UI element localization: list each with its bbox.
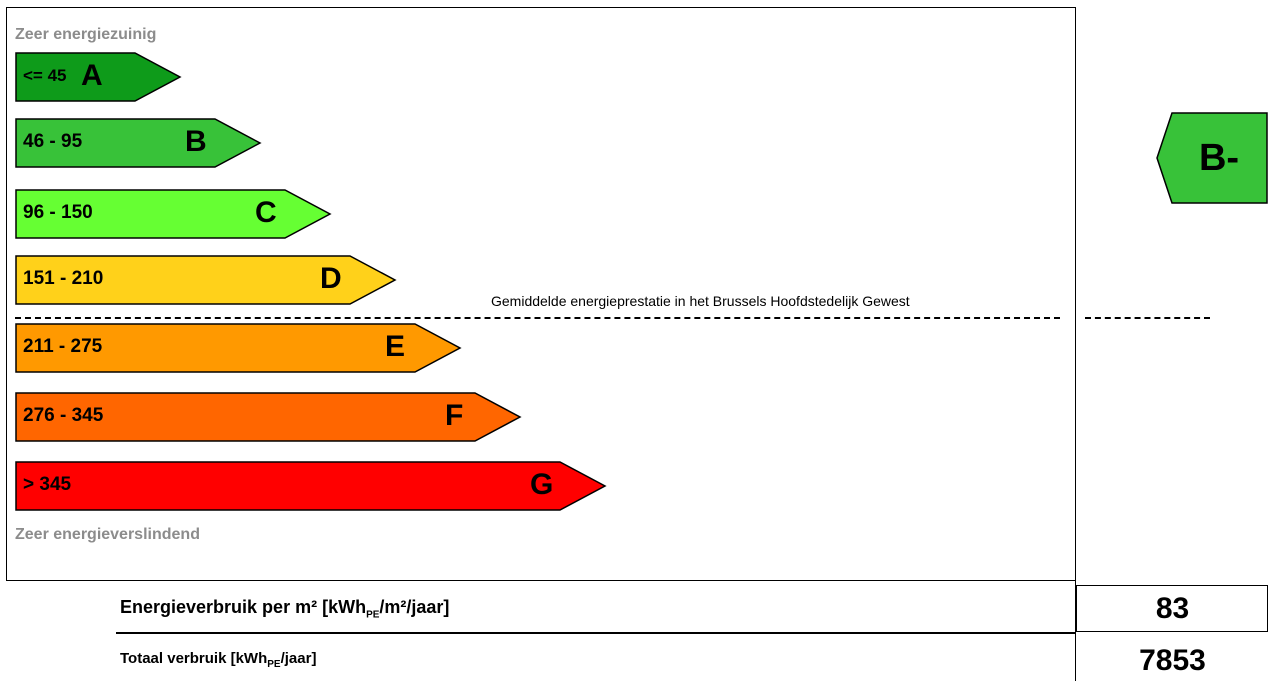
energy-class-arrow: [15, 189, 332, 239]
energy-class-arrow: [15, 323, 462, 373]
energy-class-letter: E: [385, 330, 406, 363]
energy-class-arrow: [15, 52, 182, 102]
energy-class-range: 46 - 95: [23, 131, 83, 152]
energy-class-letter: B: [185, 125, 207, 158]
energy-class-letter: G: [530, 468, 554, 501]
rating-badge: B-: [1156, 112, 1268, 204]
energy-class-range: > 345: [23, 474, 72, 495]
energy-class-range: 151 - 210: [23, 268, 104, 289]
energy-per-m2-box: [1076, 585, 1268, 632]
energy-class-a: <= 45 A: [15, 52, 182, 104]
energy-class-b: 46 - 95 B: [15, 118, 262, 170]
energy-class-letter: F: [445, 399, 464, 432]
energy-class-letter: D: [320, 262, 342, 295]
energy-per-m2-value: 83: [1155, 592, 1190, 625]
energy-class-range: <= 45: [23, 66, 67, 85]
energy-class-f: 276 - 345 F: [15, 392, 522, 444]
energy-class-c: 96 - 150 C: [15, 189, 332, 241]
energy-class-arrow: [15, 255, 397, 305]
energy-class-arrow: [15, 461, 607, 511]
energy-class-arrow: [15, 392, 522, 442]
energy-class-range: 276 - 345: [23, 405, 104, 426]
energy-class-range: 211 - 275: [23, 336, 103, 357]
rating-value: B-: [1198, 137, 1240, 179]
total-consumption-label: Totaal verbruik [kWhPE/jaar]: [120, 650, 317, 670]
average-dashed-line-right: [1085, 317, 1210, 319]
average-dashed-line: [15, 317, 1060, 319]
energy-class-d: 151 - 210 D: [15, 255, 397, 307]
top-caption: Zeer energiezuinig: [15, 26, 157, 43]
bottom-caption: Zeer energieverslindend: [15, 526, 200, 543]
total-consumption-value: 7853: [1139, 644, 1206, 677]
right-column-divider: [1075, 7, 1076, 681]
row-divider: [116, 632, 1076, 634]
energy-per-m2-label: Energieverbruik per m² [kWhPE/m²/jaar]: [120, 597, 450, 621]
energy-class-arrow: [15, 118, 262, 168]
energy-class-e: 211 - 275 E: [15, 323, 462, 375]
energy-class-letter: A: [81, 59, 103, 92]
energy-class-letter: C: [255, 196, 277, 229]
average-performance-text: Gemiddelde energieprestatie in het Bruss…: [491, 293, 910, 309]
rating-arrow-shape: [1156, 112, 1268, 204]
energy-class-g: > 345 G: [15, 461, 607, 513]
energy-class-range: 96 - 150: [23, 202, 93, 223]
